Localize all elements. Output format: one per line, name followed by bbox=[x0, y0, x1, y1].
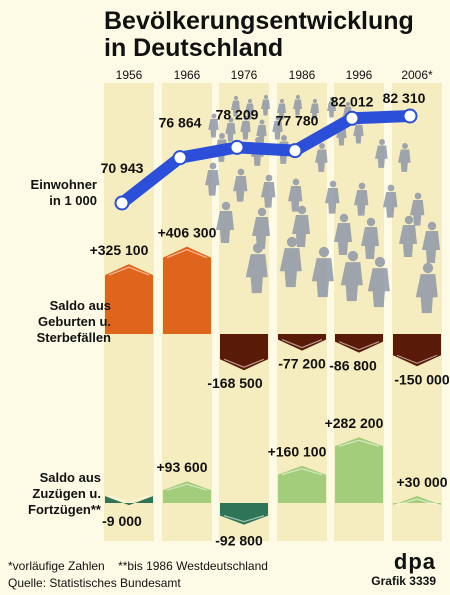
chart-title-line1: Bevölkerungsentwicklung bbox=[104, 7, 414, 35]
year-label: 1986 bbox=[289, 68, 316, 82]
person-icon bbox=[252, 207, 270, 249]
person-icon bbox=[334, 213, 352, 255]
person-icon bbox=[240, 115, 251, 140]
person-icon bbox=[314, 143, 328, 172]
person-icon bbox=[340, 250, 363, 302]
births-section-label: Saldo aus Geburten u. Sterbefällen bbox=[37, 298, 111, 345]
source-note: Quelle: Statistisches Bundesamt bbox=[8, 576, 181, 590]
person-icon bbox=[293, 94, 302, 116]
migration-saldo-value-label: +160 100 bbox=[268, 444, 327, 460]
person-icon bbox=[422, 221, 440, 263]
migration-saldo-value-label: +282 200 bbox=[325, 415, 384, 431]
column-band-2 bbox=[219, 83, 269, 541]
chart-title: Bevölkerungsentwicklung in Deutschland bbox=[104, 8, 414, 62]
person-icon bbox=[208, 113, 219, 138]
population-value-label: 77 780 bbox=[276, 113, 319, 129]
population-value-label: 76 864 bbox=[159, 115, 202, 131]
person-icon bbox=[272, 115, 283, 140]
births-saldo-bar bbox=[163, 246, 211, 334]
births-saldo-value-label: +325 100 bbox=[90, 242, 149, 258]
population-point bbox=[114, 195, 130, 211]
migration-saldo-bar bbox=[278, 465, 326, 503]
person-icon bbox=[277, 98, 286, 120]
footnote: *vorläufige Zahlen **bis 1986 Westdeutsc… bbox=[8, 559, 268, 573]
person-icon bbox=[245, 242, 268, 294]
brand-graphic-number: Grafik 3339 bbox=[371, 574, 436, 588]
births-saldo-value-label: -86 800 bbox=[329, 358, 377, 374]
person-icon bbox=[367, 256, 390, 308]
births-saldo-bar bbox=[335, 334, 383, 353]
migration-saldo-value-label: -9 000 bbox=[102, 513, 142, 529]
person-icon bbox=[399, 215, 417, 257]
migration-saldo-bar bbox=[105, 496, 153, 506]
births-saldo-bar bbox=[278, 334, 326, 351]
births-saldo-value-label: -150 000 bbox=[394, 371, 449, 387]
migration-saldo-bar bbox=[220, 503, 268, 525]
person-icon bbox=[397, 143, 411, 172]
person-icon bbox=[261, 94, 270, 116]
migration-saldo-value-label: -92 800 bbox=[215, 533, 263, 549]
population-line bbox=[116, 110, 416, 209]
person-icon bbox=[245, 98, 254, 120]
migration-saldo-bar bbox=[163, 481, 211, 503]
population-point bbox=[402, 108, 418, 124]
person-icon bbox=[288, 178, 303, 212]
person-icon bbox=[261, 174, 276, 208]
migration-saldo-value-label: +93 600 bbox=[157, 459, 208, 475]
population-point bbox=[172, 150, 188, 166]
population-value-label: 78 209 bbox=[216, 106, 259, 122]
population-value-label: 82 310 bbox=[383, 90, 426, 106]
person-icon bbox=[279, 236, 302, 288]
year-label: 1996 bbox=[346, 68, 373, 82]
person-icon bbox=[354, 182, 369, 216]
births-saldo-bar bbox=[105, 264, 153, 334]
births-saldo-bar bbox=[220, 334, 268, 371]
column-band-5 bbox=[392, 83, 442, 541]
person-icon bbox=[361, 217, 379, 259]
brand-logo: dpa bbox=[393, 549, 436, 574]
year-label: 1976 bbox=[231, 68, 258, 82]
person-icon bbox=[410, 192, 425, 226]
person-icon bbox=[310, 98, 319, 120]
population-point bbox=[287, 143, 303, 159]
chart-title-line2: in Deutschland bbox=[104, 34, 284, 62]
population-section-label: Einwohner in 1 000 bbox=[31, 177, 97, 208]
population-value-label: 82 012 bbox=[331, 93, 374, 109]
person-icon bbox=[216, 201, 234, 243]
year-label: 1966 bbox=[174, 68, 201, 82]
person-icon bbox=[415, 262, 438, 314]
person-icon bbox=[327, 96, 336, 118]
person-icon bbox=[292, 205, 310, 247]
migration-saldo-bar bbox=[335, 437, 383, 503]
births-saldo-value-label: +406 300 bbox=[158, 225, 217, 241]
person-icon bbox=[383, 184, 398, 218]
population-point bbox=[344, 110, 360, 126]
population-point bbox=[229, 139, 245, 155]
person-icon bbox=[233, 168, 248, 202]
year-label: 2006* bbox=[401, 68, 433, 82]
person-icon bbox=[311, 246, 334, 298]
person-icon bbox=[231, 95, 240, 117]
person-icon bbox=[225, 117, 236, 142]
migration-section-label: Saldo aus Zuzügen u. Fortzügen** bbox=[28, 470, 102, 517]
migration-saldo-value-label: +30 000 bbox=[397, 474, 448, 490]
person-icon bbox=[374, 139, 388, 168]
year-label: 1956 bbox=[116, 68, 143, 82]
person-icon bbox=[205, 162, 220, 196]
births-saldo-value-label: -77 200 bbox=[278, 356, 326, 372]
births-saldo-value-label: -168 500 bbox=[207, 375, 262, 391]
population-value-label: 70 943 bbox=[101, 160, 144, 176]
person-icon bbox=[325, 180, 340, 214]
